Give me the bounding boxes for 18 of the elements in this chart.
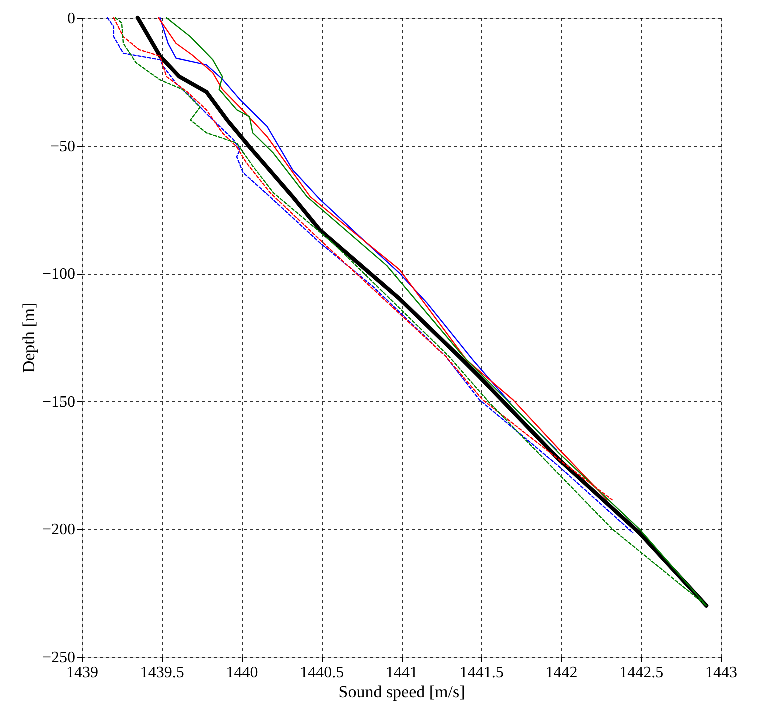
y-tick-label: 0 [68,10,76,28]
x-tick-label: 1440 [226,664,258,682]
y-tick-label: −250 [42,650,76,666]
y-tick-label: −150 [42,394,76,411]
x-tick-label: 1440.5 [300,664,344,682]
x-tick-label: 1442.5 [620,664,664,682]
y-axis-title: Depth [m] [19,302,38,374]
line-series [160,17,558,451]
x-tick-label: 1441.5 [460,664,504,682]
x-axis-title: Sound speed [m/s] [338,682,466,702]
x-tick-label: 1443 [706,664,738,682]
x-tick-label: 1442 [546,664,578,682]
y-tick-label: −200 [42,522,76,539]
x-tick-label: 1439 [66,664,98,682]
x-tick-label: 1439.5 [140,664,184,682]
x-tick-label: 1441 [386,664,418,682]
y-tick-label: −100 [42,266,76,284]
y-tick-label: −50 [50,138,76,156]
